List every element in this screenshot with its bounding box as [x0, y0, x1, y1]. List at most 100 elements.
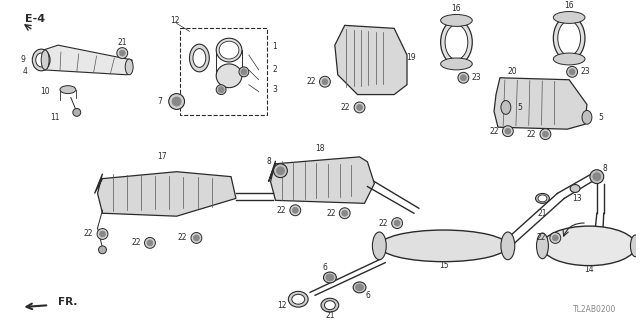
- Text: 18: 18: [316, 144, 324, 154]
- Ellipse shape: [356, 284, 364, 291]
- Circle shape: [322, 79, 328, 85]
- Circle shape: [276, 167, 284, 175]
- Circle shape: [502, 126, 513, 137]
- Circle shape: [394, 220, 400, 226]
- Circle shape: [290, 205, 301, 216]
- Circle shape: [97, 228, 108, 239]
- Text: 10: 10: [40, 87, 50, 96]
- Ellipse shape: [536, 194, 549, 203]
- Ellipse shape: [554, 53, 585, 65]
- Circle shape: [292, 207, 298, 213]
- Ellipse shape: [501, 100, 511, 114]
- Circle shape: [239, 67, 249, 77]
- Ellipse shape: [292, 294, 305, 304]
- Ellipse shape: [323, 272, 336, 283]
- Ellipse shape: [216, 64, 242, 88]
- Text: 21: 21: [538, 209, 547, 218]
- Text: 9: 9: [21, 55, 26, 64]
- Ellipse shape: [445, 25, 468, 60]
- Text: 8: 8: [602, 164, 607, 173]
- Circle shape: [566, 66, 577, 77]
- Text: 23: 23: [472, 73, 481, 82]
- Ellipse shape: [125, 59, 133, 75]
- Circle shape: [590, 170, 604, 184]
- Text: 1: 1: [272, 42, 277, 51]
- Ellipse shape: [440, 14, 472, 26]
- Polygon shape: [95, 172, 236, 216]
- Circle shape: [145, 237, 156, 248]
- Circle shape: [319, 76, 330, 87]
- Circle shape: [458, 72, 469, 83]
- Circle shape: [339, 208, 350, 219]
- Ellipse shape: [501, 232, 515, 260]
- Text: 19: 19: [406, 53, 416, 62]
- Text: 14: 14: [584, 265, 594, 274]
- Circle shape: [216, 85, 226, 95]
- Text: FR.: FR.: [58, 297, 77, 307]
- Text: 22: 22: [131, 238, 141, 247]
- Text: 22: 22: [378, 219, 388, 228]
- Text: 6: 6: [323, 263, 328, 272]
- Polygon shape: [269, 157, 374, 203]
- Text: 21: 21: [325, 311, 335, 320]
- Text: 16: 16: [452, 4, 461, 13]
- Circle shape: [550, 233, 561, 244]
- Text: 13: 13: [572, 194, 582, 203]
- Ellipse shape: [554, 12, 585, 23]
- Circle shape: [99, 231, 106, 237]
- Ellipse shape: [189, 44, 209, 72]
- Text: 8: 8: [266, 157, 271, 166]
- Ellipse shape: [36, 53, 47, 67]
- Text: E-4: E-4: [26, 14, 45, 25]
- Ellipse shape: [542, 226, 636, 266]
- Text: 22: 22: [537, 234, 546, 243]
- Circle shape: [218, 87, 224, 92]
- Ellipse shape: [538, 195, 547, 202]
- Ellipse shape: [193, 49, 206, 68]
- Ellipse shape: [289, 291, 308, 307]
- Circle shape: [356, 104, 362, 110]
- Circle shape: [540, 129, 551, 140]
- Ellipse shape: [536, 233, 548, 259]
- Circle shape: [354, 102, 365, 113]
- Text: TL2AB0200: TL2AB0200: [573, 305, 616, 314]
- Text: 22: 22: [527, 130, 536, 139]
- Ellipse shape: [570, 185, 580, 192]
- Polygon shape: [43, 45, 132, 75]
- Ellipse shape: [219, 41, 239, 59]
- Ellipse shape: [630, 235, 640, 257]
- Ellipse shape: [60, 86, 76, 93]
- Text: 22: 22: [276, 206, 286, 215]
- Text: 3: 3: [272, 85, 277, 94]
- Polygon shape: [494, 78, 587, 129]
- Text: 22: 22: [489, 127, 499, 136]
- Text: 23: 23: [580, 67, 590, 76]
- Circle shape: [342, 210, 348, 216]
- Circle shape: [273, 164, 287, 178]
- Ellipse shape: [32, 49, 50, 71]
- Text: 15: 15: [439, 261, 449, 270]
- Circle shape: [505, 128, 511, 134]
- Text: 21: 21: [118, 38, 127, 47]
- Text: 17: 17: [157, 152, 166, 161]
- Text: 7: 7: [157, 97, 163, 106]
- Circle shape: [193, 235, 200, 241]
- Circle shape: [543, 131, 548, 137]
- Ellipse shape: [169, 93, 184, 109]
- Ellipse shape: [324, 301, 335, 310]
- Ellipse shape: [558, 21, 580, 56]
- Text: 5: 5: [517, 103, 522, 112]
- Text: 12: 12: [278, 301, 287, 310]
- Ellipse shape: [440, 20, 472, 64]
- Text: 22: 22: [326, 209, 335, 218]
- Circle shape: [191, 233, 202, 244]
- Circle shape: [73, 108, 81, 116]
- Circle shape: [147, 240, 153, 246]
- Text: 22: 22: [341, 103, 351, 112]
- Ellipse shape: [380, 230, 508, 262]
- Text: 20: 20: [508, 67, 518, 76]
- Circle shape: [552, 235, 558, 241]
- Text: 22: 22: [178, 234, 188, 243]
- Text: 11: 11: [51, 113, 60, 122]
- Ellipse shape: [582, 110, 592, 124]
